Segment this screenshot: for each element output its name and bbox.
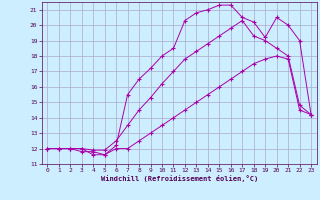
X-axis label: Windchill (Refroidissement éolien,°C): Windchill (Refroidissement éolien,°C) (100, 175, 258, 182)
